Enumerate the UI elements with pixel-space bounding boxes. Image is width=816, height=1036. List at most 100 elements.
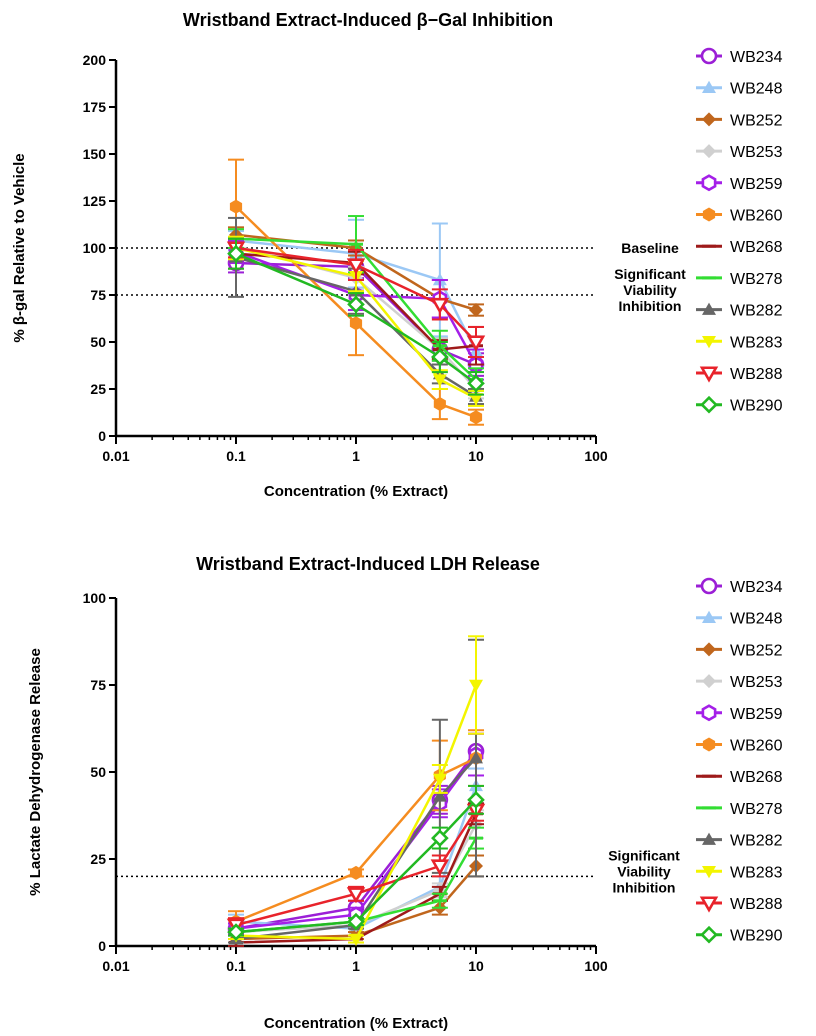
x-tick-label: 10	[468, 448, 484, 464]
y-axis-label: % Lactate Dehydrogenase Release	[27, 648, 44, 896]
legend-item: WB282	[696, 302, 783, 320]
x-tick-label: 0.1	[226, 958, 246, 974]
series-line	[235, 246, 477, 343]
y-tick-label: 200	[83, 52, 107, 68]
data-point	[433, 397, 446, 411]
legend-label: WB260	[730, 738, 783, 755]
x-tick-label: 100	[584, 448, 608, 464]
series-line	[235, 798, 477, 934]
legend-label: WB288	[730, 896, 783, 913]
data-point	[227, 923, 245, 941]
legend-item: WB252	[696, 642, 783, 659]
legend-label: WB278	[730, 271, 783, 288]
legend-marker	[700, 395, 718, 414]
data-point	[431, 829, 449, 847]
y-tick-label: 25	[90, 851, 106, 867]
legend-item: WB268	[696, 769, 783, 786]
legend-label: WB268	[730, 239, 783, 256]
data-point	[227, 244, 245, 263]
legend-item: WB248	[696, 610, 783, 628]
series-WB290	[227, 784, 485, 941]
legend-label: WB282	[730, 303, 783, 320]
legend-label: WB253	[730, 144, 783, 161]
legend-item: WB283	[696, 864, 783, 881]
data-point	[346, 258, 366, 275]
data-point	[349, 933, 363, 947]
x-axis-label: Concentration (% Extract)	[264, 483, 448, 500]
legend-item: WB283	[696, 334, 783, 351]
x-tick-label: 10	[468, 958, 484, 974]
legend-marker	[702, 866, 716, 879]
x-tick-label: 1	[352, 958, 360, 974]
series-WB290	[227, 237, 485, 396]
y-tick-label: 0	[98, 938, 106, 954]
reference-label: Inhibition	[613, 879, 676, 895]
legend-item: WB248	[696, 80, 783, 98]
legend-item: WB260	[696, 207, 783, 225]
legend-marker	[700, 47, 718, 65]
series-line	[235, 823, 478, 934]
data-point	[469, 751, 483, 764]
legend-label: WB283	[730, 334, 783, 351]
legend-marker	[702, 336, 716, 349]
reference-label: Significant	[614, 266, 686, 282]
legend-marker	[701, 704, 717, 722]
y-tick-label: 175	[83, 99, 107, 115]
x-tick-label: 100	[584, 958, 608, 974]
legend-marker	[702, 642, 716, 657]
legend-item: WB268	[696, 239, 783, 256]
legend-item: WB290	[696, 925, 783, 945]
series-line	[235, 684, 478, 941]
chart-panel-1: Wristband Extract-Induced β−Gal Inhibiti…	[11, 10, 783, 500]
data-point	[430, 297, 450, 315]
legend-label: WB282	[730, 833, 783, 850]
x-axis-label: Concentration (% Extract)	[264, 1015, 448, 1032]
y-tick-label: 50	[90, 334, 106, 350]
data-point	[432, 773, 447, 786]
chart-title: Wristband Extract-Induced β−Gal Inhibiti…	[183, 10, 553, 30]
legend-marker	[702, 737, 716, 752]
legend-item: WB260	[696, 737, 783, 755]
chart-title: Wristband Extract-Induced LDH Release	[196, 554, 540, 574]
data-point	[432, 374, 447, 387]
legend-label: WB290	[730, 928, 783, 945]
legend-marker	[700, 577, 718, 595]
legend-item: WB282	[696, 832, 783, 850]
legend-marker	[702, 112, 716, 127]
series-line	[235, 813, 478, 944]
series-WB288	[226, 237, 486, 359]
legend-label: WB259	[730, 706, 783, 723]
legend-label: WB253	[730, 674, 783, 691]
x-tick-label: 0.01	[102, 958, 129, 974]
legend-item: WB253	[696, 674, 783, 691]
legend-marker	[702, 610, 716, 623]
y-tick-label: 75	[90, 287, 106, 303]
series-line	[235, 252, 477, 385]
legend-label: WB278	[730, 801, 783, 818]
legend-marker	[702, 832, 716, 845]
x-tick-label: 1	[352, 448, 360, 464]
legend-item: WB253	[696, 144, 783, 161]
data-point	[467, 374, 485, 393]
legend-marker	[702, 207, 716, 222]
y-tick-label: 125	[83, 193, 107, 209]
legend-label: WB234	[730, 49, 783, 66]
reference-label: Baseline	[621, 240, 679, 256]
data-point	[346, 887, 366, 904]
data-point	[347, 295, 365, 314]
reference-label: Viability	[617, 863, 671, 879]
data-point	[469, 679, 483, 692]
data-point	[349, 316, 363, 331]
data-point	[349, 865, 363, 880]
legend-label: WB252	[730, 642, 783, 659]
series-line	[235, 252, 477, 351]
chart-panel-2: Wristband Extract-Induced LDH Release 0 25…	[27, 554, 783, 1032]
legend-marker	[702, 674, 716, 689]
legend-label: WB290	[730, 398, 783, 415]
legend-marker	[699, 896, 719, 913]
legend-item: WB234	[696, 47, 783, 66]
data-point	[469, 303, 483, 318]
data-point	[431, 348, 449, 366]
y-tick-label: 50	[90, 764, 106, 780]
